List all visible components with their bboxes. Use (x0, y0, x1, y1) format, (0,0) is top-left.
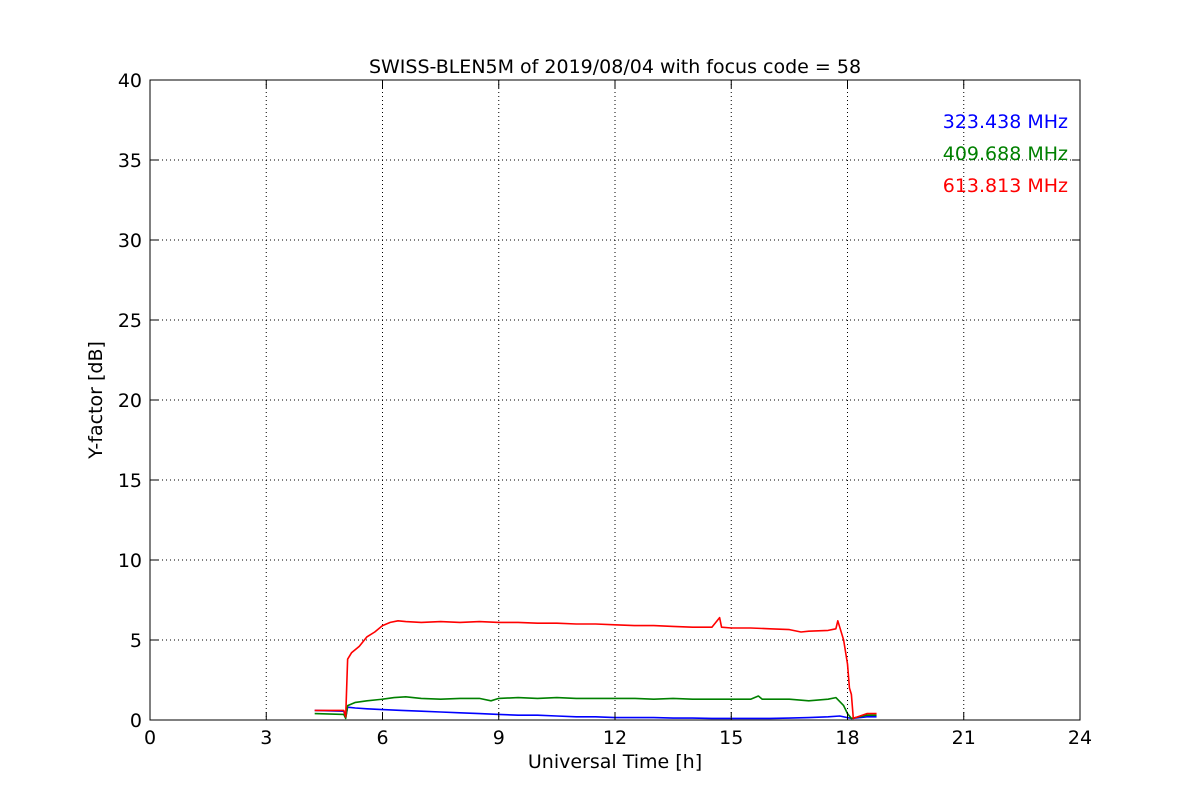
legend-entry-3: 613.813 MHz (943, 175, 1068, 197)
chart-title: SWISS-BLEN5M of 2019/08/04 with focus co… (369, 56, 861, 78)
x-tick-label: 15 (719, 727, 743, 749)
series-line-1 (314, 706, 877, 720)
x-tick-label: 24 (1068, 727, 1092, 749)
y-tick-label: 25 (118, 310, 142, 332)
y-tick-label: 35 (118, 150, 142, 172)
series-line-2 (314, 695, 877, 720)
y-tick-label: 40 (118, 70, 142, 92)
legend: 323.438 MHz 409.688 MHz 613.813 MHz (943, 111, 1068, 197)
y-tick-label: 10 (118, 550, 142, 572)
x-tick-label: 12 (603, 727, 627, 749)
x-tick-label: 0 (144, 727, 156, 749)
y-tick-label: 0 (130, 710, 142, 732)
y-tick-label: 5 (130, 630, 142, 652)
y-axis-label: Y-factor [dB] (85, 341, 107, 460)
x-tick-label: 3 (260, 727, 272, 749)
x-tick-label: 21 (952, 727, 976, 749)
y-tick-label: 20 (118, 390, 142, 412)
x-tick-label: 9 (493, 727, 505, 749)
y-tick-label: 15 (118, 470, 142, 492)
series-group (314, 616, 877, 720)
x-axis-label: Universal Time [h] (528, 751, 702, 773)
ticks: 0 3 6 9 12 15 18 21 24 0 5 10 15 20 25 30 35 40 (118, 70, 1092, 749)
legend-entry-2: 409.688 MHz (943, 143, 1068, 165)
x-tick-label: 18 (835, 727, 859, 749)
x-tick-label: 6 (376, 727, 388, 749)
y-tick-label: 30 (118, 230, 142, 252)
legend-entry-1: 323.438 MHz (943, 111, 1068, 133)
series-line-3 (314, 616, 877, 720)
